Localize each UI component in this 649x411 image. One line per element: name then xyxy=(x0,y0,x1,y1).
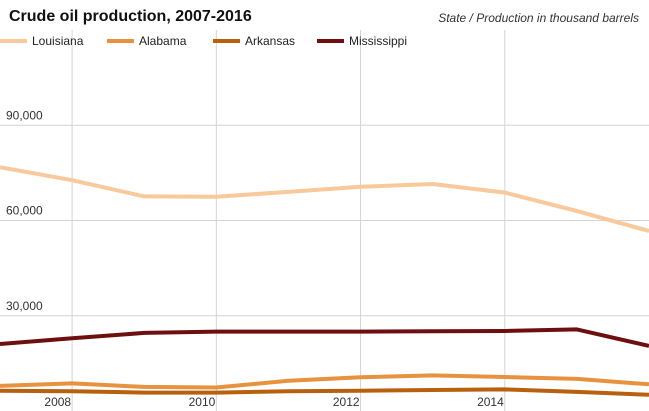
legend-label: Alabama xyxy=(139,34,187,48)
y-tick-label: 60,000 xyxy=(6,204,43,218)
series-line-mississippi xyxy=(0,327,649,348)
series-line-louisiana xyxy=(0,165,649,233)
legend-label: Mississippi xyxy=(349,34,407,48)
chart-subtitle: State / Production in thousand barrels xyxy=(438,11,639,25)
chart-title: Crude oil production, 2007-2016 xyxy=(9,8,252,25)
series-line-arkansas xyxy=(0,387,649,397)
y-tick-label: 30,000 xyxy=(6,299,43,313)
y-tick-label: 90,000 xyxy=(6,108,43,122)
legend-label: Louisiana xyxy=(32,34,84,48)
x-tick-label: 2012 xyxy=(333,395,360,409)
x-tick-label: 2010 xyxy=(189,395,216,409)
x-tick-label: 2008 xyxy=(44,395,71,409)
legend-label: Arkansas xyxy=(245,34,295,48)
series-line-alabama xyxy=(0,373,649,390)
x-tick-label: 2014 xyxy=(477,395,504,409)
